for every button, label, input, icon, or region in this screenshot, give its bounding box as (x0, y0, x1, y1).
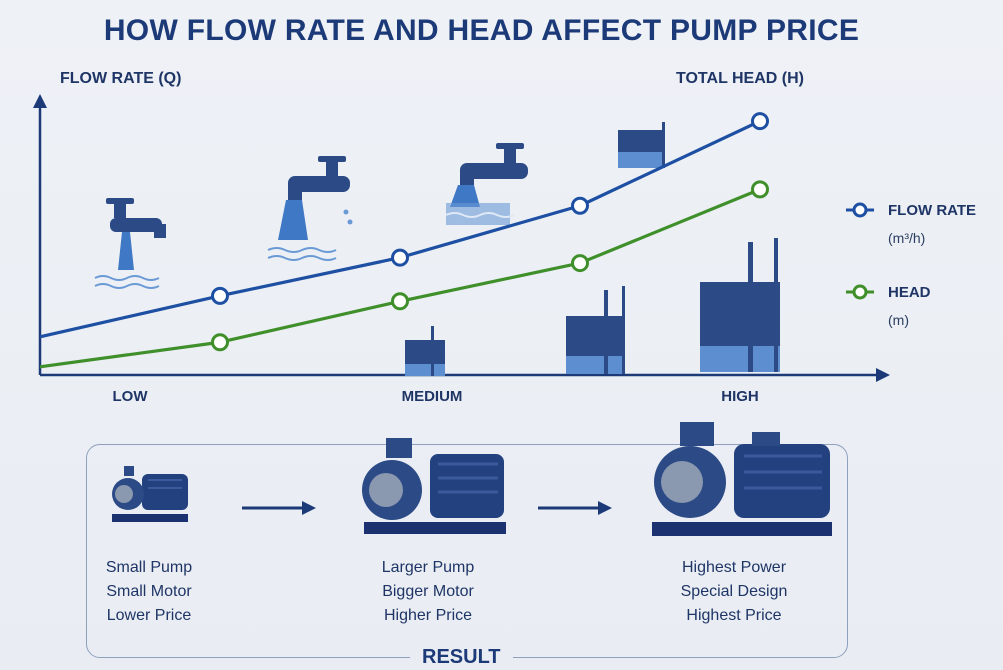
faucet-icon (445, 143, 528, 225)
x-category-low: LOW (112, 388, 148, 405)
flow-data-point (391, 248, 409, 267)
chart-area (33, 94, 890, 382)
arrow-right-icon (538, 501, 612, 515)
pump-line: Larger Pump (381, 559, 475, 576)
legend-head-unit: (m) (888, 312, 909, 328)
flow-data-point (211, 286, 229, 305)
pump-description-medium: Larger Pump Bigger Motor Higher Price (382, 556, 475, 628)
head-data-point (391, 292, 409, 311)
x-category-high: HIGH (721, 388, 759, 405)
chart-axes (33, 94, 890, 382)
pump-line: Highest Power (681, 559, 787, 576)
faucet-icon (267, 156, 353, 261)
x-category-medium: MEDIUM (401, 388, 463, 405)
pump-line: Special Design (680, 583, 788, 600)
head-data-point (571, 254, 589, 273)
pump-description-small: Small Pump Small Motor Lower Price (106, 556, 192, 628)
legend-head-name: HEAD (888, 284, 931, 301)
water-tank-icon (566, 286, 625, 374)
flow-data-point (751, 112, 769, 131)
head-data-point (751, 180, 769, 199)
arrow-right-icon (242, 501, 316, 515)
small-pump-icon (112, 466, 188, 522)
legend-head-marker (846, 284, 874, 300)
result-label: RESULT (410, 646, 513, 669)
y-axis-left-label: FLOW RATE (Q) (60, 70, 182, 87)
head-series-line (39, 187, 761, 369)
water-tank-icon (405, 326, 445, 376)
legend-flow-unit: (m³/h) (888, 230, 926, 246)
water-tank-icon (618, 122, 665, 168)
faucet-icon (94, 198, 166, 289)
large-pump-icon (652, 422, 832, 536)
legend-flow-marker (846, 202, 874, 218)
medium-pump-icon (362, 438, 506, 534)
water-tank-icon (700, 238, 780, 372)
y-axis-right-label: TOTAL HEAD (H) (676, 70, 804, 87)
flow-data-point (571, 196, 589, 215)
pump-line: Lower Price (106, 607, 192, 624)
head-data-point (211, 333, 229, 352)
pump-line: Small Pump (105, 559, 193, 576)
pump-line: Higher Price (383, 607, 473, 624)
legend-flow-name: FLOW RATE (888, 202, 977, 219)
page-title: HOW FLOW RATE AND HEAD AFFECT PUMP PRICE (103, 14, 860, 47)
pump-line: Highest Price (686, 607, 782, 624)
pump-description-large: Highest Power Special Design Highest Pri… (681, 556, 788, 628)
pump-line: Bigger Motor (382, 583, 474, 600)
pump-line: Small Motor (106, 583, 192, 600)
